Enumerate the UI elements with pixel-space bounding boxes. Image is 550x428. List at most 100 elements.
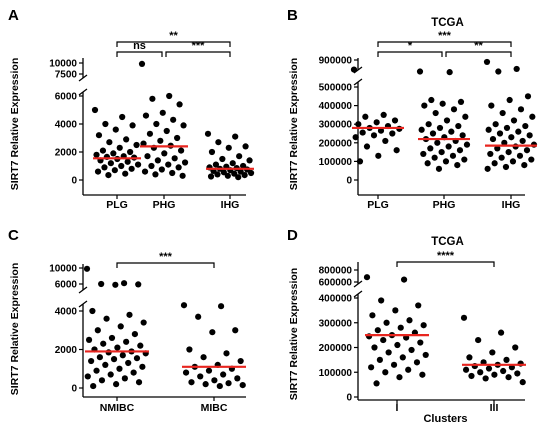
data-point [517, 106, 525, 113]
data-point [232, 327, 239, 334]
data-point [422, 351, 429, 359]
data-point [529, 113, 536, 120]
data-point [424, 160, 431, 167]
significance-bracket [377, 51, 443, 57]
data-point [375, 152, 382, 159]
data-point [406, 317, 413, 324]
data-point [149, 95, 156, 102]
x-tick-label: MIBC [201, 402, 228, 414]
data-point [229, 160, 236, 167]
data-point [460, 314, 468, 321]
data-point [455, 122, 462, 130]
data-point [485, 365, 493, 372]
axis-break-mark [353, 78, 363, 86]
data-point [225, 380, 232, 387]
data-point [135, 281, 142, 288]
data-point [487, 150, 494, 158]
data-point [380, 336, 387, 344]
x-tick-label: PLG [106, 199, 128, 211]
x-tick-label: I [396, 402, 399, 414]
data-point [161, 150, 168, 157]
data-point [380, 111, 387, 118]
data-point [502, 163, 510, 171]
data-point [482, 375, 489, 382]
data-point [85, 336, 93, 343]
data-point [523, 147, 531, 154]
data-point [495, 68, 502, 75]
data-point [176, 101, 183, 108]
data-point [489, 135, 497, 143]
data-point [382, 369, 389, 376]
y-axis-title: SIRT7 Relative Expression [9, 263, 21, 395]
data-point [112, 281, 119, 288]
data-point [506, 96, 513, 104]
data-point [154, 157, 161, 164]
data-point [385, 349, 392, 356]
data-point [498, 154, 505, 161]
data-point [119, 352, 126, 359]
significance-label: *** [438, 30, 452, 42]
data-point [356, 158, 364, 165]
axis-break-mark [353, 290, 363, 298]
y-tick-label: 100000 [319, 368, 353, 379]
y-tick-label: 0 [71, 384, 77, 395]
data-point [103, 315, 110, 322]
data-point [202, 381, 209, 388]
data-point [497, 329, 505, 336]
data-point [237, 357, 244, 365]
significance-label: ** [474, 40, 483, 52]
data-point [240, 162, 247, 170]
data-point [204, 130, 212, 137]
data-point [102, 120, 109, 128]
data-point [435, 165, 443, 172]
data-point [350, 66, 358, 73]
data-point [247, 169, 255, 177]
x-tick-label: PLG [367, 199, 389, 211]
data-point [117, 323, 124, 330]
data-point [237, 168, 244, 175]
panel-b: B TCGA 0 100000 200000 300000 400000 500000 9000… [287, 7, 538, 211]
data-point [119, 113, 126, 121]
data-point [215, 139, 222, 146]
data-point [419, 371, 426, 378]
data-point [138, 60, 146, 67]
data-point [396, 374, 403, 381]
data-point [177, 147, 185, 154]
data-point [359, 129, 366, 136]
data-point [163, 127, 170, 135]
data-point [445, 143, 452, 150]
data-point [139, 363, 146, 370]
data-point [241, 172, 248, 179]
data-point [446, 69, 453, 76]
data-point [100, 340, 107, 347]
data-point [449, 152, 457, 159]
data-point [180, 122, 187, 129]
significance-label: *** [159, 251, 173, 263]
y-tick-label: 10000 [49, 59, 77, 70]
x-tick-label: IHG [502, 199, 521, 211]
data-point [208, 148, 216, 156]
y-tick-label: 200000 [319, 343, 353, 354]
data-point [106, 139, 113, 146]
data-point [510, 117, 518, 124]
y-tick-label: 7500 [55, 70, 78, 81]
data-point [153, 120, 160, 128]
y-axis-title: SIRT7 Relative Expression [288, 268, 300, 400]
data-point [459, 132, 466, 139]
data-point [418, 126, 425, 133]
data-point [376, 356, 383, 363]
axis-break-mark [353, 280, 363, 288]
data-point [123, 136, 130, 143]
data-point [170, 116, 177, 123]
data-point [519, 379, 526, 386]
data-point [134, 161, 142, 168]
data-point [216, 382, 223, 390]
panel-letter: D [287, 227, 298, 244]
data-point [443, 117, 451, 124]
data-point [142, 112, 150, 119]
chart-title: TCGA [431, 236, 464, 248]
y-axis-title: SIRT7 Relative Expression [288, 58, 300, 190]
data-point [509, 158, 517, 165]
panel-letter: C [8, 227, 19, 244]
data-point [140, 319, 147, 326]
